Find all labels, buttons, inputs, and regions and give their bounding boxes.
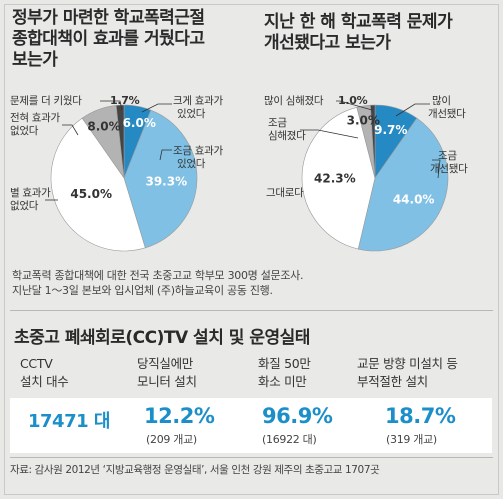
- cctv-col1-head: CCTV 설치 대수: [20, 356, 69, 389]
- chart2-label-same: 그대로다: [266, 187, 304, 199]
- chart2-label-slightly-better: 조금 개선됐다: [430, 150, 468, 175]
- survey-note: 학교폭력 종합대책에 대한 전국 초중고교 학부모 300명 설문조사. 지난달…: [12, 269, 304, 297]
- cctv-col3-sub: (16922 대): [262, 433, 317, 446]
- chart1-value-worsened: 1.7%: [110, 94, 140, 107]
- cctv-col4-value: 18.7%: [385, 404, 456, 428]
- chart1-label-worsened: 문제를 더 키웠다: [10, 95, 82, 107]
- cctv-col2-sub: (209 개교): [146, 433, 197, 446]
- cctv-col1-value: 17471 대: [28, 411, 110, 432]
- chart2-title: 지난 한 해 학교폭력 문제가 개선됐다고 보는가: [264, 12, 453, 53]
- cctv-col4-head: 교문 방향 미설치 등 부적절한 설치: [357, 356, 458, 389]
- cctv-col3-head: 화질 50만 화소 미만: [258, 356, 311, 389]
- cctv-section-title: 초중고 폐쇄회로(CC)TV 설치 및 운영실태: [14, 328, 310, 348]
- section-divider: [10, 310, 493, 311]
- chart1-label-little: 별 효과가 없었다: [10, 187, 51, 212]
- cctv-stats-band: [10, 398, 492, 453]
- chart1-label-none: 전혀 효과가 없었다: [10, 112, 60, 137]
- chart2-value-much-worse: 1.0%: [338, 94, 368, 107]
- cctv-col4-sub: (319 개교): [386, 433, 437, 446]
- source-divider: [10, 457, 493, 458]
- cctv-col2-value: 12.2%: [144, 404, 215, 428]
- cctv-col3-value: 96.9%: [262, 404, 333, 428]
- chart1-title: 정부가 마련한 학교폭력근절 종합대책이 효과를 거뒀다고 보는가: [12, 8, 205, 70]
- cctv-col2-head: 당직실에만 모니터 설치: [137, 356, 197, 389]
- chart2-label-much-worse: 많이 심해졌다: [264, 95, 324, 107]
- chart1-label-big: 크게 효과가 있었다: [173, 95, 223, 120]
- chart2-label-much-better: 많이 개선됐다: [428, 95, 466, 120]
- chart1-label-some: 조금 효과가 있었다: [173, 145, 223, 170]
- chart2-label-slightly-worse: 조금 심해졌다: [268, 117, 306, 142]
- source-note: 자료: 감사원 2012년 ‘지방교육행정 운영실태’, 서울 인천 강원 제주…: [10, 464, 380, 476]
